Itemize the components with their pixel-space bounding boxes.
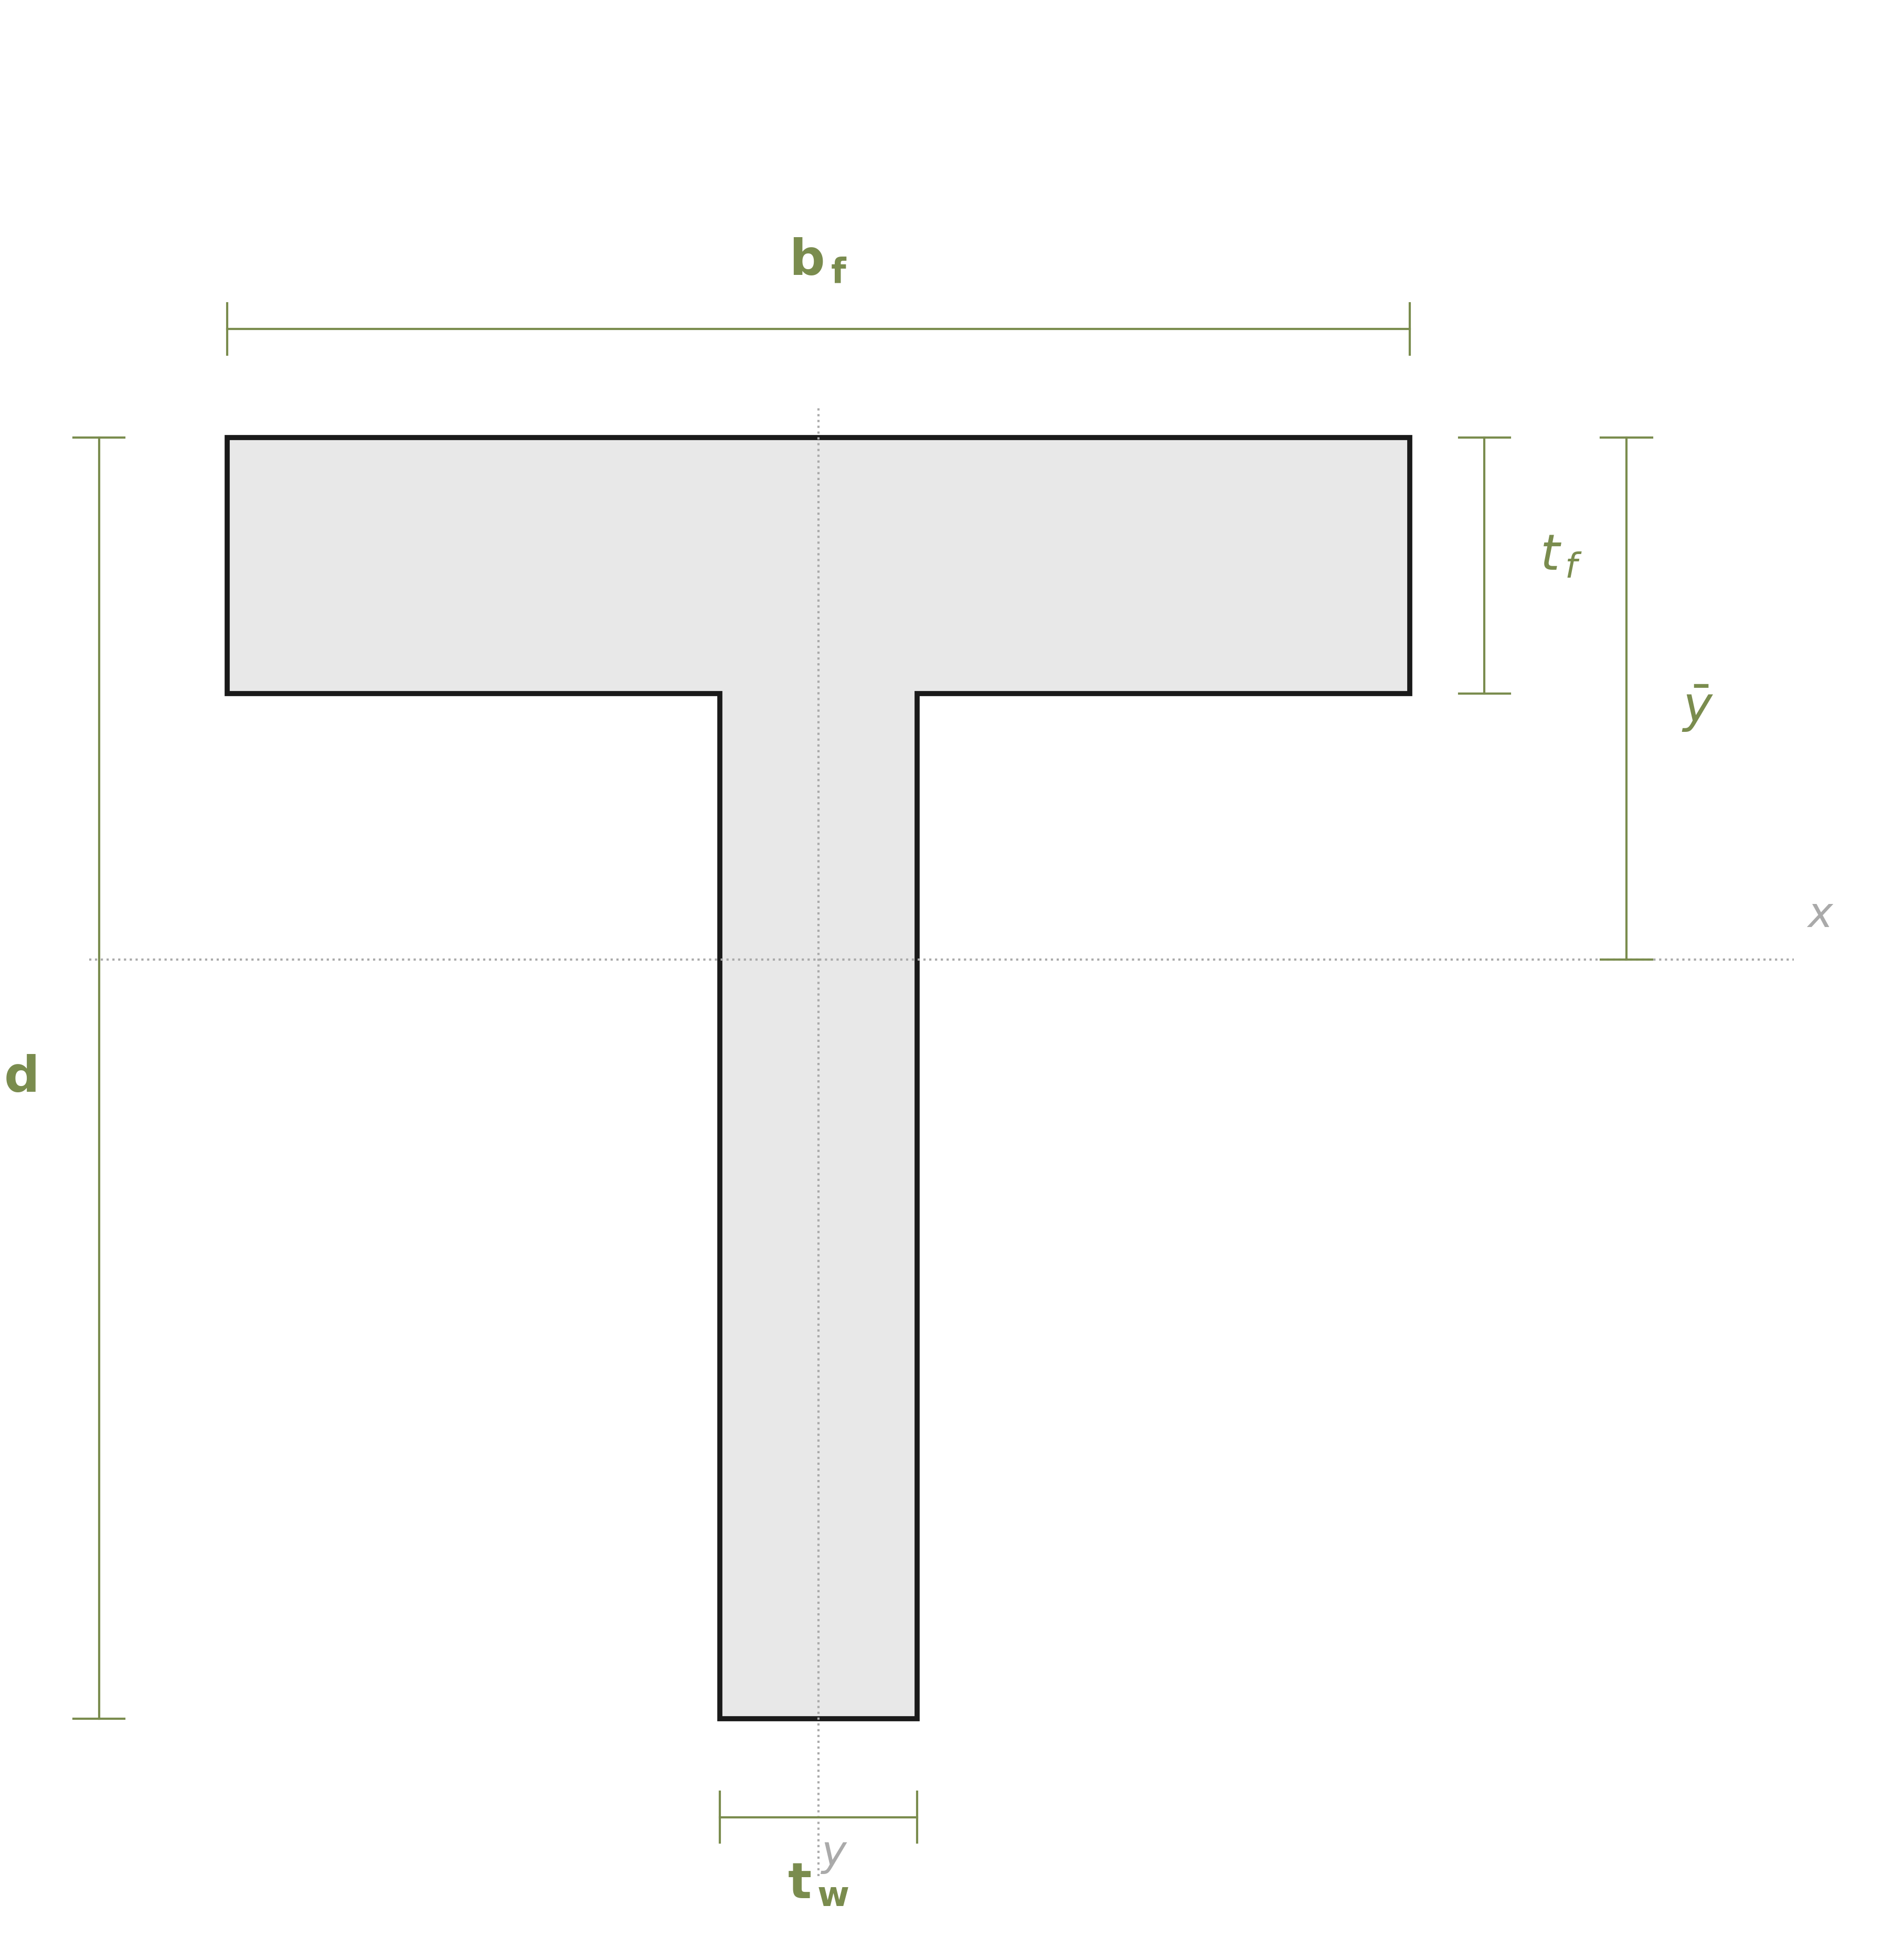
Text: $\mathbf{b_{\,f}}$: $\mathbf{b_{\,f}}$ [788,237,847,286]
Text: $\mathit{t_{\,f}}$: $\mathit{t_{\,f}}$ [1538,531,1582,580]
Text: $\mathbf{t_{\,w}}$: $\mathbf{t_{\,w}}$ [786,1861,849,1908]
Polygon shape [227,437,1409,1718]
Text: y: y [821,1834,847,1875]
Text: $\mathit{\bar{y}}$: $\mathit{\bar{y}}$ [1681,684,1714,733]
Text: x: x [1807,895,1832,936]
Text: $\mathbf{d}$: $\mathbf{d}$ [4,1054,36,1103]
